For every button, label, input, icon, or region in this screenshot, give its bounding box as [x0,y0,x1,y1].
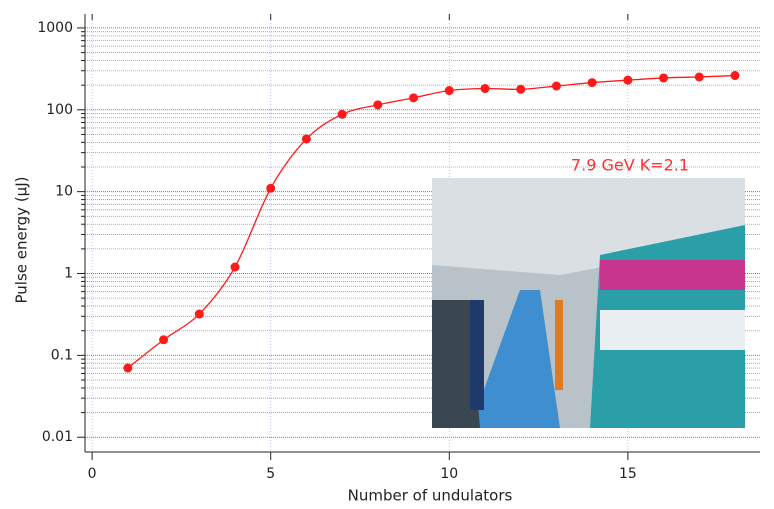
x-tick-label: 10 [440,466,458,482]
data-point [230,262,240,272]
y-tick-label: 100 [46,102,73,118]
inset-photo [432,178,745,428]
photo-left [432,300,480,428]
photo-post [555,300,563,390]
y-tick-label: 1000 [37,20,73,36]
data-point [587,78,597,88]
data-point [123,363,133,373]
x-tick-label: 5 [266,466,275,482]
data-point [551,81,561,91]
annotation: 7.9 GeV K=2.1 [571,156,689,175]
data-point [194,309,204,319]
x-tick-label: 15 [619,466,637,482]
data-point [480,84,490,94]
data-point [623,75,633,85]
photo-person [470,300,484,410]
data-point [659,73,669,83]
data-point [409,93,419,103]
photo-spools [600,310,745,350]
y-tick-label: 10 [55,184,73,200]
data-point [694,72,704,82]
data-point [301,134,311,144]
x-tick-label: 0 [88,466,97,482]
x-axis-label: Number of undulators [348,487,513,505]
data-point [373,100,383,110]
y-tick-label: 0.1 [51,347,73,363]
data-point [516,84,526,94]
photo-magenta [600,260,745,290]
y-tick-label: 0.01 [42,429,73,445]
photo-floor [470,290,560,428]
data-point [337,109,347,119]
y-tick-label: 1 [64,266,73,282]
data-point [730,71,740,81]
data-point [444,86,454,96]
data-point [266,183,276,193]
data-point [159,335,169,345]
y-axis-label: Pulse energy (μJ) [13,177,31,304]
